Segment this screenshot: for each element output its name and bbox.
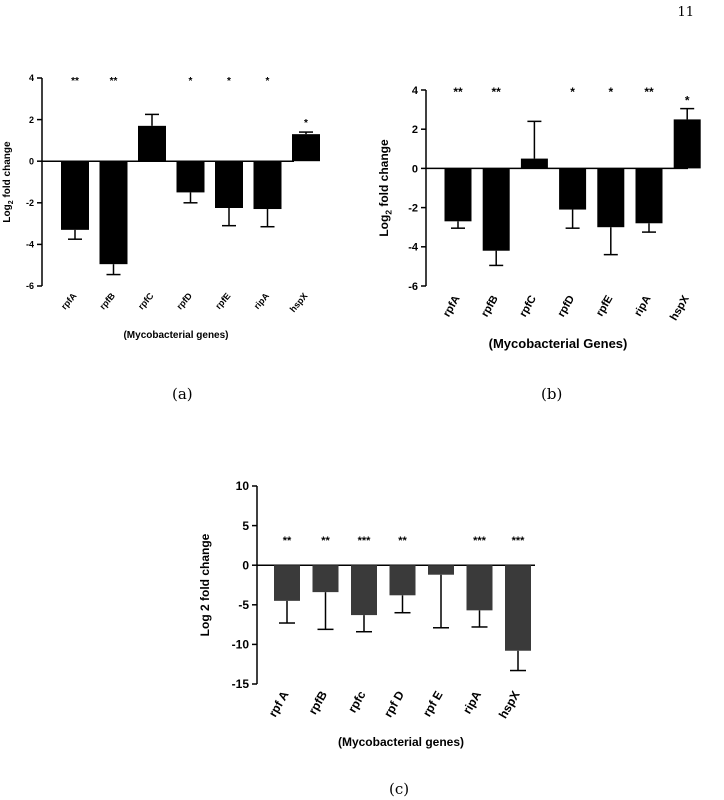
y-tick-label: -4 bbox=[408, 242, 419, 254]
x-axis-title: (Mycobacterial genes) bbox=[338, 735, 464, 749]
significance-marker: ** bbox=[644, 85, 654, 99]
bar-rpfe bbox=[215, 161, 243, 208]
y-tick-label: -2 bbox=[26, 198, 34, 208]
x-category-label: rpfc bbox=[345, 688, 369, 715]
x-category-label: rpfD bbox=[556, 293, 578, 319]
bar-hspx bbox=[505, 565, 531, 651]
bar-rpfc bbox=[351, 565, 377, 616]
y-tick-label: 0 bbox=[242, 558, 249, 572]
y-tick-label: 2 bbox=[29, 115, 34, 125]
significance-marker: ** bbox=[110, 76, 118, 87]
y-tick-label: -6 bbox=[408, 281, 418, 293]
x-category-label: ripA bbox=[252, 290, 272, 311]
y-tick-label: -15 bbox=[232, 677, 250, 691]
chart-a: 4 2 0 -2 -4 -6 ** rpfA ** rpfB rpfC * rpfD * rpfE * ripA… bbox=[2, 73, 320, 341]
bar-rpfb bbox=[312, 565, 339, 593]
x-category-label: rpf D bbox=[381, 688, 407, 720]
x-category-label: rpf E bbox=[420, 689, 446, 720]
bar-rpfd bbox=[559, 168, 587, 210]
x-category-label: hspX bbox=[668, 293, 692, 323]
bar-ripa bbox=[466, 565, 493, 611]
y-tick-label: 5 bbox=[242, 519, 249, 533]
bar-rpfa bbox=[444, 168, 472, 222]
x-category-label: hspX bbox=[288, 291, 310, 314]
bar-rpfc bbox=[520, 158, 548, 169]
y-axis-title: Log2 fold change bbox=[2, 141, 15, 223]
y-tick-label: 4 bbox=[412, 85, 419, 97]
bar-hspx bbox=[292, 134, 320, 162]
bar-rpf-d bbox=[389, 565, 416, 596]
significance-marker: * bbox=[227, 76, 231, 87]
significance-marker: ** bbox=[398, 535, 407, 547]
x-category-label: hspX bbox=[496, 689, 523, 721]
bar-ripa bbox=[635, 168, 663, 224]
y-tick-label: -2 bbox=[408, 202, 418, 214]
y-tick-label: -5 bbox=[238, 598, 249, 612]
bar-rpfd bbox=[176, 161, 205, 193]
significance-marker: * bbox=[266, 76, 270, 87]
significance-marker: *** bbox=[473, 535, 487, 547]
chart-c: 10 5 0 -5 -10 -15 ** rpf A ** rpfB *** rpfc ** rpf D r… bbox=[198, 479, 535, 749]
caption-c: (c) bbox=[389, 780, 410, 798]
bar-rpfc bbox=[138, 125, 166, 162]
x-category-label: rpfE bbox=[594, 294, 615, 319]
chart-b: 4 2 0 -2 -4 -6 ** rpfA ** rpfB rpfC * rpfD * rpfE ** rip… bbox=[377, 85, 701, 351]
x-category-label: rpfC bbox=[517, 293, 539, 319]
page-number: 11 bbox=[677, 5, 694, 20]
x-category-label: rpf A bbox=[266, 688, 292, 719]
y-tick-label: 0 bbox=[29, 156, 34, 166]
y-axis-title: Log 2 fold change bbox=[198, 533, 212, 636]
significance-marker: ** bbox=[283, 535, 292, 547]
x-category-label: rpfB bbox=[306, 688, 331, 717]
significance-marker: *** bbox=[358, 535, 372, 547]
y-tick-label: 0 bbox=[412, 163, 418, 175]
significance-marker: * bbox=[570, 85, 575, 99]
bar-rpfb bbox=[99, 161, 128, 265]
bar-rpfe bbox=[597, 168, 625, 228]
bar-rpfb bbox=[482, 168, 510, 251]
significance-marker: ** bbox=[453, 85, 463, 99]
x-axis-title: (Mycobacterial Genes) bbox=[489, 336, 628, 351]
x-category-label: rpfB bbox=[479, 293, 501, 319]
bar-rpf-a bbox=[274, 565, 300, 601]
bar-ripa bbox=[253, 161, 282, 210]
significance-marker: * bbox=[608, 85, 613, 99]
x-axis-title: (Mycobacterial genes) bbox=[123, 330, 228, 341]
y-tick-label: 4 bbox=[29, 73, 34, 83]
significance-marker: * bbox=[685, 94, 690, 108]
significance-marker: * bbox=[304, 118, 308, 129]
caption-a: (a) bbox=[172, 385, 193, 403]
x-category-label: rpfA bbox=[441, 293, 463, 319]
significance-marker: *** bbox=[512, 535, 526, 547]
significance-marker: ** bbox=[492, 85, 502, 99]
bar-hspx bbox=[673, 119, 701, 169]
x-category-label: rpfC bbox=[136, 290, 156, 311]
x-category-label: rpfB bbox=[97, 290, 117, 311]
y-tick-label: 10 bbox=[236, 479, 250, 493]
bar-rpf-e bbox=[428, 565, 454, 575]
y-axis-title: Log2 fold change bbox=[377, 139, 394, 237]
x-category-label: rpfA bbox=[59, 290, 79, 311]
significance-marker: ** bbox=[71, 76, 79, 87]
y-tick-label: -4 bbox=[26, 240, 34, 250]
x-category-label: ripA bbox=[632, 293, 653, 318]
x-category-label: rpfD bbox=[174, 290, 194, 311]
significance-marker: * bbox=[189, 76, 193, 87]
bar-rpfa bbox=[61, 161, 89, 230]
x-category-label: rpfE bbox=[213, 291, 232, 311]
x-category-label: ripA bbox=[460, 688, 484, 716]
y-tick-label: 2 bbox=[412, 124, 418, 136]
significance-marker: ** bbox=[321, 535, 330, 547]
y-tick-label: -10 bbox=[232, 638, 250, 652]
y-tick-label: -6 bbox=[26, 281, 34, 291]
caption-b: (b) bbox=[541, 385, 563, 403]
